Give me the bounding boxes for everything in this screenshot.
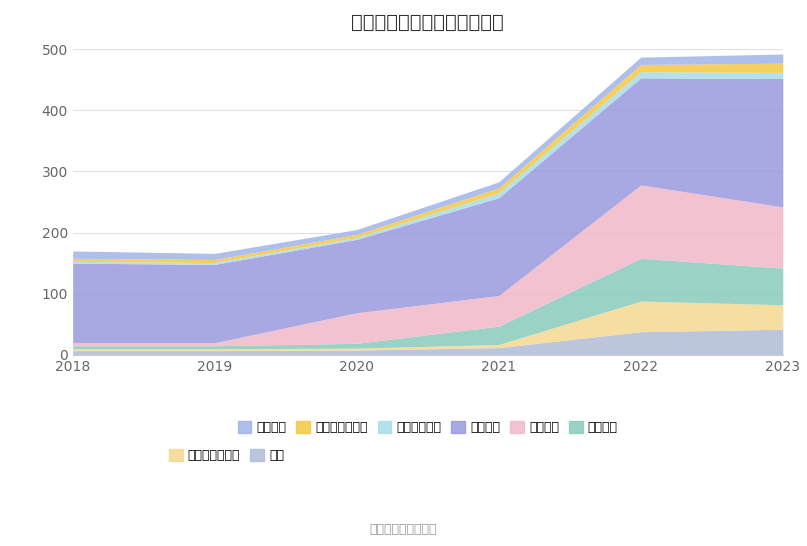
Text: 数据来源：恒生聚源: 数据来源：恒生聚源: [370, 523, 437, 536]
Title: 历年主要资产堆积图（亿元）: 历年主要资产堆积图（亿元）: [351, 13, 504, 32]
Legend: 其他非流动资产, 其它: 其他非流动资产, 其它: [164, 444, 289, 467]
